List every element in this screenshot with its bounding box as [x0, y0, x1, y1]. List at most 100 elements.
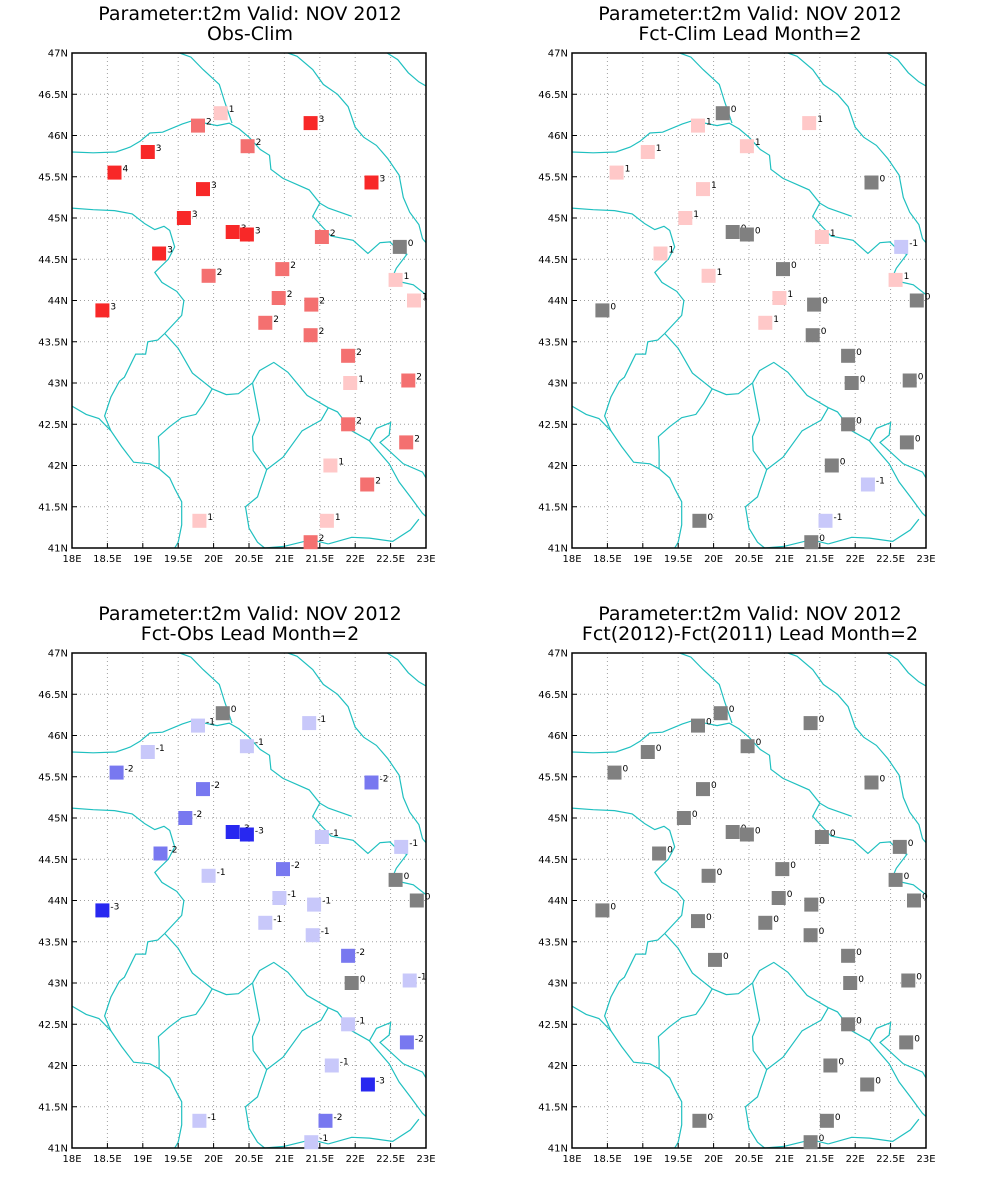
boundary-line [244, 1007, 329, 1149]
station-value-label: 1 [229, 105, 235, 115]
station-marker [271, 291, 286, 305]
station-marker [303, 328, 318, 343]
station-marker [364, 775, 379, 790]
panel-subtitle: Obs-Clim [206, 23, 294, 45]
boundary-line [264, 1139, 329, 1149]
station-marker [739, 227, 754, 242]
station-marker [758, 315, 773, 330]
station-value-label: 0 [360, 975, 366, 985]
station-marker [894, 239, 909, 254]
x-tick-label: 22E [346, 1154, 365, 1165]
station-value-label: -1 [206, 718, 215, 728]
boundary-line [287, 652, 427, 844]
x-tick-label: 18.5E [593, 554, 622, 565]
station-marker [178, 811, 193, 825]
station-value-label: -2 [334, 1113, 343, 1123]
station-marker [653, 246, 668, 261]
station-marker [318, 1113, 333, 1128]
x-tick-label: 19E [133, 1154, 152, 1165]
y-tick-label: 46N [548, 131, 568, 142]
boundary-line [157, 988, 213, 1069]
station-marker [901, 973, 916, 988]
station-marker [341, 1017, 356, 1032]
station-marker [407, 293, 421, 308]
y-tick-label: 42N [548, 1061, 568, 1072]
station-value-label: 0 [904, 872, 910, 882]
y-tick-label: 41.5N [38, 502, 68, 513]
y-tick-label: 46.5N [538, 690, 568, 701]
station-marker [240, 139, 255, 154]
boundary-line [828, 518, 920, 545]
boundary-line [657, 388, 713, 469]
station-value-label: 1 [656, 144, 662, 154]
station-value-label: 0 [916, 973, 922, 983]
station-marker [215, 706, 230, 721]
y-tick-label: 43N [48, 979, 68, 990]
y-tick-label: 44N [548, 896, 568, 907]
station-value-label: 3 [211, 181, 217, 191]
station-value-label: 0 [856, 348, 862, 358]
station-value-label: 0 [231, 705, 237, 715]
boundary-line [571, 807, 685, 934]
station-value-label: -1 [317, 715, 326, 725]
grid-lines [572, 653, 926, 1148]
station-value-label: 1 [693, 210, 699, 220]
station-value-label: 3 [255, 227, 261, 237]
boundary-line [264, 539, 329, 549]
map-plot: 18E 18.5E 19E 19.5E 20E 20.5E 21E 21.5E 22E 22.5E… [38, 49, 435, 566]
station-marker [394, 839, 409, 854]
station-marker [676, 811, 691, 825]
station-marker [213, 106, 228, 121]
y-tick-label: 45N [548, 814, 568, 825]
x-tick-label: 20.5E [235, 554, 264, 565]
boundary-line [603, 333, 666, 432]
coastlines [571, 652, 927, 1149]
grid-lines [72, 53, 426, 548]
station-marker [814, 830, 829, 844]
station-value-label: -1 [255, 738, 264, 748]
station-marker [258, 915, 273, 930]
x-tick-label: 19E [633, 554, 652, 565]
station-value-label: -2 [169, 846, 178, 856]
station-value-label: 0 [822, 297, 828, 307]
station-marker [819, 1113, 834, 1128]
station-marker [823, 1058, 838, 1073]
y-tick-label: 42.5N [38, 1020, 68, 1031]
panel-title: Parameter:t2m Valid: NOV 2012 [598, 3, 902, 25]
station-value-label: -1 [356, 1016, 365, 1026]
station-marker [678, 211, 693, 225]
station-value-label: -3 [376, 1077, 385, 1087]
y-tick-label: 41N [48, 1144, 68, 1155]
station-value-label: 3 [319, 115, 325, 125]
boundary-line [886, 52, 927, 87]
map-plot: 18E 18.5E 19E 19.5E 20E 20.5E 21E 21.5E 22E 22.5E… [538, 649, 935, 1166]
y-tick-label: 44N [48, 296, 68, 307]
panel-fct-clim: Parameter:t2m Valid: NOV 2012 Fct-Clim L… [500, 0, 1000, 600]
station-marker [323, 458, 338, 473]
y-tick-label: 47N [48, 649, 68, 660]
station-value-label: 0 [819, 1134, 825, 1144]
x-tick-label: 19E [633, 1154, 652, 1165]
x-tick-label: 19.5E [164, 1154, 193, 1165]
boundary-line [886, 652, 927, 687]
station-value-label: 0 [819, 897, 825, 907]
station-value-label: 0 [856, 416, 862, 426]
station-value-label: 1 [358, 375, 364, 385]
station-marker [201, 268, 216, 283]
station-marker [388, 272, 403, 287]
boundary-line [71, 405, 183, 549]
station-value-label: 0 [835, 1113, 841, 1123]
x-tick-label: 20.5E [735, 554, 764, 565]
panel-title: Parameter:t2m Valid: NOV 2012 [98, 603, 402, 625]
station-marker [191, 118, 205, 133]
panel-fct-obs: Parameter:t2m Valid: NOV 2012 Fct-Obs Le… [0, 600, 500, 1200]
station-marker [803, 928, 818, 943]
station-value-label: 1 [773, 315, 779, 325]
station-value-label: 0 [404, 872, 410, 882]
boundary-line [657, 988, 713, 1069]
station-marker [196, 782, 210, 797]
station-value-label: 4 [123, 165, 129, 175]
x-tick-label: 23E [416, 1154, 435, 1165]
station-marker [692, 513, 707, 528]
boundary-line [664, 933, 927, 1079]
